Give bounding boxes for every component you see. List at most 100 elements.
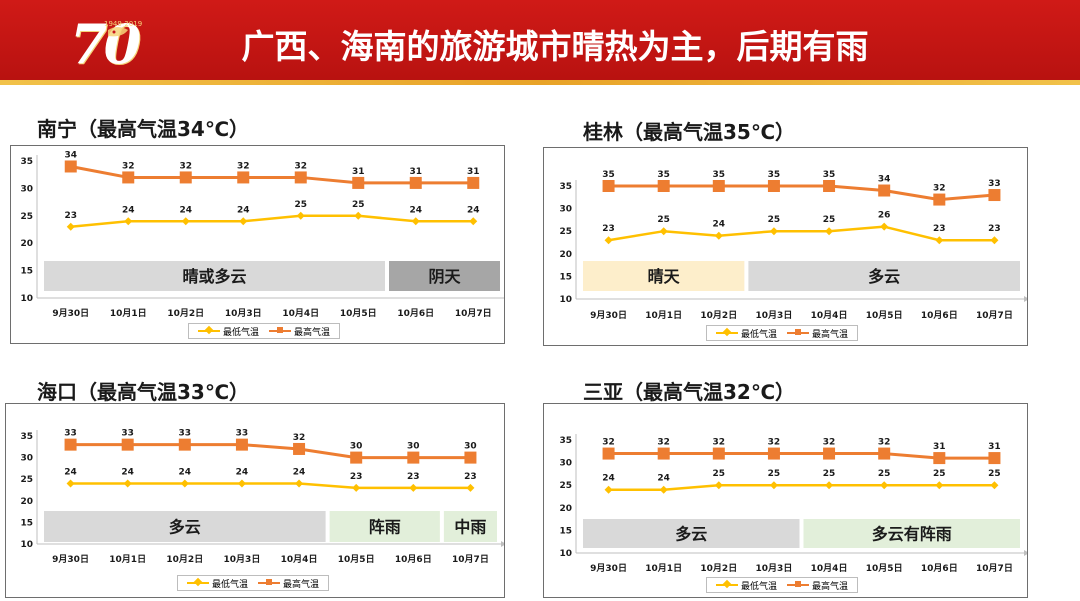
low-temp-point (237, 479, 246, 488)
high-temp-label: 32 (602, 438, 615, 448)
low-temp-line (608, 483, 995, 491)
y-tick-label: 20 (20, 239, 33, 249)
legend-item-low: 最低气温 (716, 579, 777, 592)
high-temp-line (70, 443, 471, 460)
high-temp-label: 33 (64, 429, 77, 439)
x-tick-label: 10月1日 (645, 563, 682, 574)
high-temp-point (121, 438, 134, 451)
high-temp-point (657, 180, 670, 192)
high-temp-point (933, 452, 946, 465)
x-tick-label: 10月2日 (700, 563, 737, 574)
page-title: 广西、海南的旅游城市晴热为主，后期有雨 (241, 27, 869, 66)
legend-item-low: 最低气温 (198, 325, 259, 338)
x-tick-label: 9月30日 (52, 308, 89, 319)
high-temp-point (64, 438, 77, 451)
chart-title-nanning: 南宁（最高气温34℃） (37, 117, 250, 141)
high-temp-label: 32 (293, 433, 306, 443)
x-tick-label: 9月30日 (590, 310, 627, 321)
x-tick-label: 10月7日 (452, 554, 489, 565)
high-temp-label: 31 (933, 442, 946, 452)
x-tick-label: 10月4日 (281, 554, 318, 565)
high-temp-point (352, 176, 365, 189)
x-tick-label: 10月5日 (340, 308, 377, 319)
low-temp-point (469, 217, 478, 226)
low-temp-label: 24 (64, 468, 77, 478)
low-temp-point (295, 479, 304, 488)
high-temp-label: 33 (988, 179, 1001, 189)
weather-band (44, 261, 385, 291)
high-temp-label: 35 (768, 170, 781, 180)
logo-years: 1949-2019 (104, 20, 143, 28)
high-temp-line (608, 452, 995, 460)
x-tick-label: 10月3日 (224, 554, 261, 565)
chart-title-sanya: 三亚（最高气温32℃） (583, 380, 796, 404)
y-tick-label: 25 (20, 212, 33, 222)
x-tick-label: 10月1日 (110, 308, 147, 319)
y-tick-label: 10 (20, 294, 33, 304)
high-temp-label: 30 (464, 442, 477, 452)
low-temp-point (714, 481, 723, 490)
legend-nanning: 最低气温 最高气温 (188, 323, 341, 339)
low-temp-point (411, 217, 420, 226)
weather-band-label: 中雨 (454, 518, 486, 537)
high-temp-label: 32 (878, 438, 891, 448)
low-temp-label: 24 (237, 205, 250, 215)
x-tick-label: 10月6日 (397, 308, 434, 319)
x-axis-arrow-icon (1024, 550, 1027, 556)
low-temp-point (180, 479, 189, 488)
low-temp-label: 24 (236, 468, 249, 478)
low-temp-line (70, 482, 471, 490)
y-tick-label: 25 (559, 227, 572, 237)
low-temp-point (296, 211, 305, 220)
legend-label-high: 最高气温 (294, 327, 331, 338)
high-temp-point (178, 438, 191, 451)
low-temp-point (354, 211, 363, 220)
x-tick-label: 10月7日 (976, 563, 1013, 574)
x-tick-label: 10月1日 (109, 554, 146, 565)
y-tick-label: 25 (20, 475, 33, 485)
high-temp-label: 35 (823, 170, 836, 180)
high-temp-point (235, 438, 248, 451)
y-tick-label: 25 (559, 481, 572, 491)
y-tick-label: 35 (20, 157, 33, 167)
low-temp-point (352, 483, 361, 492)
legend-item-high: 最高气温 (787, 579, 848, 592)
low-temp-line (608, 225, 995, 242)
high-temp-label: 32 (933, 184, 946, 194)
chart-nanning: 晴或多云 阴天 10 15 20 25 30 35 9月30日 10月1日 10月2日 10月3日 10… (10, 145, 505, 344)
high-temp-point (767, 180, 780, 192)
low-temp-label: 23 (602, 224, 615, 234)
low-temp-label: 25 (768, 469, 781, 479)
low-temp-label: 24 (657, 474, 670, 484)
low-temp-label: 25 (294, 200, 307, 210)
low-temp-point (66, 479, 75, 488)
high-temp-point (64, 160, 77, 173)
x-tick-label: 10月6日 (921, 310, 958, 321)
high-temp-label: 33 (179, 429, 192, 439)
x-tick-label: 10月5日 (866, 563, 903, 574)
chart-sanya-svg: 多云 多云有阵雨 10 15 20 25 30 35 9月30日 10月1日 10月2日 10月3日 1… (559, 434, 1027, 574)
low-temp-label: 23 (407, 472, 420, 482)
low-temp-label: 24 (179, 205, 192, 215)
chart-guilin-svg: 晴天 多云 10 15 20 25 30 35 9月30日 10月1日 10月2日 10月3日 10月4… (559, 170, 1027, 321)
high-temp-point (657, 447, 670, 460)
y-tick-label: 10 (559, 549, 572, 559)
low-temp-point (659, 227, 668, 236)
high-temp-label: 35 (602, 170, 615, 180)
y-tick-label: 15 (559, 526, 572, 536)
high-temp-point (407, 451, 420, 464)
x-tick-label: 10月2日 (700, 310, 737, 321)
y-tick-label: 10 (20, 540, 33, 550)
high-temp-point (988, 452, 1001, 465)
low-temp-point (990, 481, 999, 490)
weather-band (583, 261, 745, 291)
weather-band-label: 多云有阵雨 (872, 525, 952, 544)
weather-band-label: 阵雨 (369, 518, 401, 537)
title-banner: 70 1949-2019 广西、海南的旅游城市晴热为主，后期有雨 (0, 0, 1080, 80)
anniversary-logo: 70 1949-2019 (30, 8, 150, 76)
high-temp-label: 34 (878, 175, 891, 185)
weather-band-label: 多云 (868, 267, 900, 286)
low-temp-point (880, 222, 889, 231)
low-temp-label: 24 (409, 205, 422, 215)
x-tick-label: 10月6日 (395, 554, 432, 565)
